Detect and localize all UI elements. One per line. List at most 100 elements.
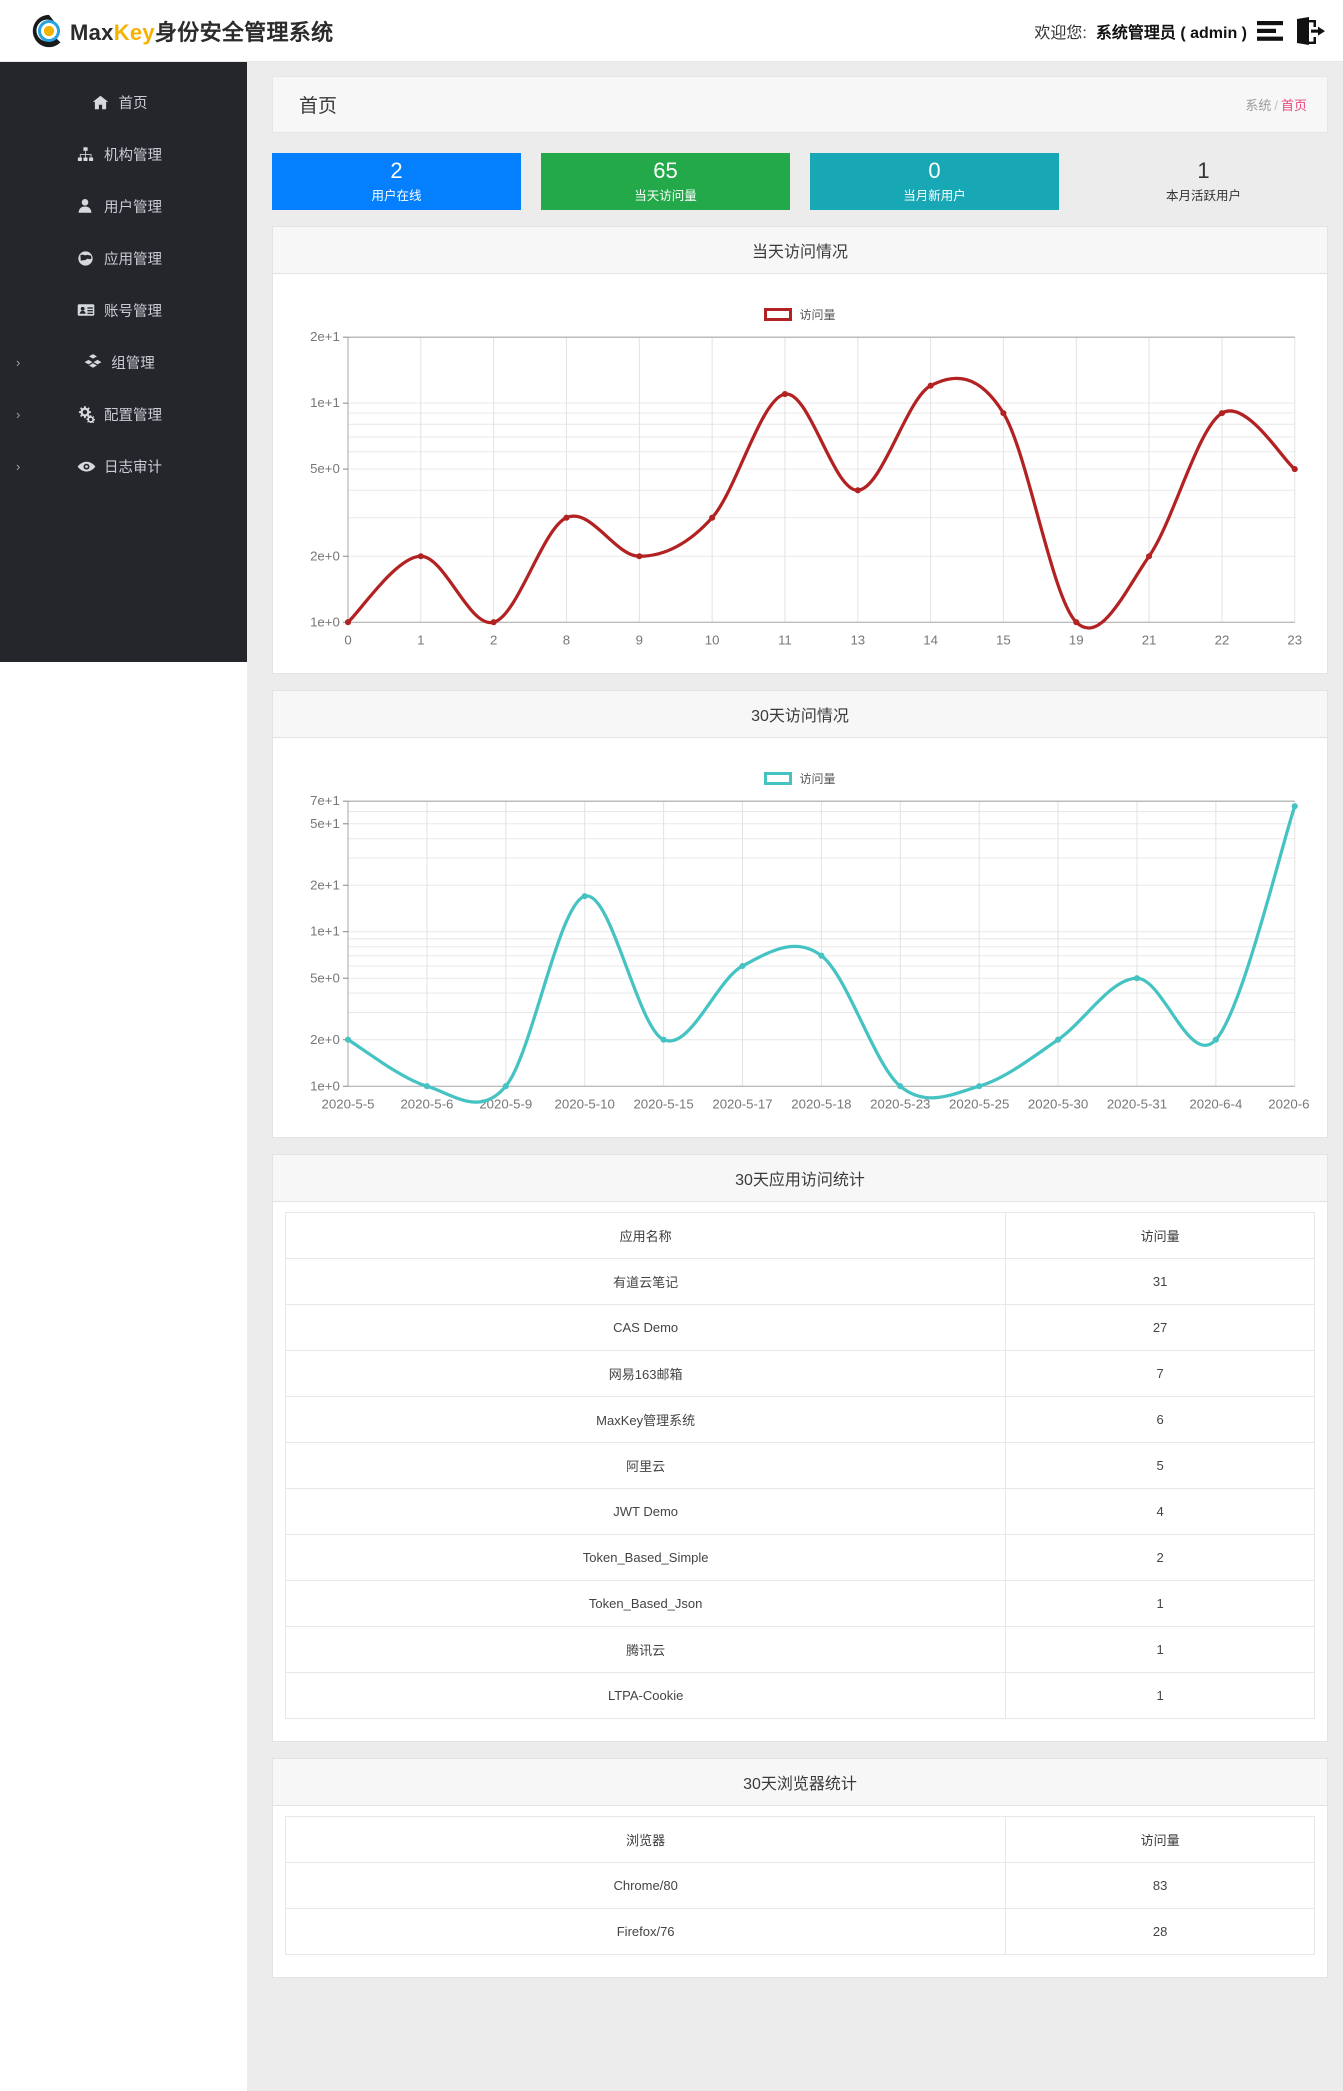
panel-browser-stats: 30天浏览器统计 浏览器 访问量 Chrome/80 83 Firefox/76 28 [272, 1757, 1328, 1978]
hamburger-menu-icon[interactable] [1256, 18, 1286, 44]
table-row: CAS Demo 27 [284, 1303, 1315, 1351]
sidebar-item-account[interactable]: 账号管理 [0, 284, 247, 336]
panel-title-daily-visits: 当天访问情况 [273, 227, 1327, 274]
current-user-name: 系统管理员 ( admin ) [1095, 24, 1247, 42]
chart-legend-monthly[interactable]: 访问量 [291, 770, 1309, 787]
chart-monthly-svg: 1e+0 2e+0 5e+0 1e+1 2e+1 5e+1 7e+1 2020-5-5 2020… [310, 793, 1309, 1112]
svg-text:2020-5-31: 2020-5-31 [1107, 1097, 1167, 1112]
chevron-right-icon-config[interactable]: › [16, 406, 21, 422]
sidebar-label-group: 组管理 [111, 355, 155, 372]
logout-icon[interactable] [1295, 16, 1325, 45]
brand-text-cn: 身份安全管理系统 [154, 19, 334, 45]
stat-card-value: 2 [390, 157, 403, 183]
brand-logo-area[interactable]: MaxKey身份安全管理系统 [30, 12, 333, 50]
globe-icon [77, 249, 96, 268]
sitemap-icon [77, 145, 96, 164]
svg-text:11: 11 [778, 633, 792, 648]
svg-text:22: 22 [1215, 633, 1230, 648]
stat-card-active-users[interactable]: 1 本月活跃用户 [1079, 153, 1328, 210]
table-cell: 31 [1005, 1257, 1315, 1305]
page-header: 首页 系统 / 首页 [272, 76, 1328, 133]
sidebar-item-org[interactable]: 机构管理 [0, 128, 247, 180]
panel-daily-visits: 当天访问情况 访问量 1e+0 2e+0 5e+0 1e+1 2e+1 0 1 2 8 9 10 11… [272, 226, 1328, 674]
svg-text:1e+1: 1e+1 [310, 395, 340, 410]
table-cell: CAS Demo [284, 1303, 1007, 1351]
header-right-area: 欢迎您: 系统管理员 ( admin ) [1034, 16, 1325, 45]
page-title: 首页 [299, 96, 338, 117]
panel-title-monthly-visits: 30天访问情况 [273, 690, 1327, 738]
chart-monthly-visits[interactable]: 1e+0 2e+0 5e+0 1e+1 2e+1 5e+1 7e+1 2020-5-5 2020… [291, 791, 1309, 1127]
stat-card-online-users[interactable]: 2 用户在线 [272, 153, 521, 210]
breadcrumb-root[interactable]: 系统 [1245, 98, 1272, 113]
svg-text:10: 10 [705, 633, 720, 648]
svg-text:2e+1: 2e+1 [310, 877, 340, 892]
table-cell: MaxKey管理系统 [284, 1395, 1007, 1443]
chart-daily-visits[interactable]: 1e+0 2e+0 5e+0 1e+1 2e+1 0 1 2 8 9 10 11 13 14 15 19 21 2… [291, 327, 1309, 663]
svg-text:1e+1: 1e+1 [310, 924, 340, 939]
svg-text:1e+0: 1e+0 [310, 614, 340, 629]
table-header-cell: 浏览器 [284, 1815, 1007, 1863]
sidebar-item-app[interactable]: 应用管理 [0, 232, 247, 284]
panel-app-stats: 30天应用访问统计 应用名称 访问量 有道云笔记 31 CAS Demo 27 网易163邮… [272, 1153, 1328, 1742]
stat-card-new-users[interactable]: 0 当月新用户 [810, 153, 1059, 210]
table-row: Firefox/76 28 [284, 1907, 1315, 1955]
panel-body-browser-stats: 浏览器 访问量 Chrome/80 83 Firefox/76 28 [273, 1805, 1327, 1977]
table-cell: JWT Demo [284, 1487, 1007, 1535]
sidebar-nav: 首页 机构管理 用户管理 [0, 62, 247, 662]
svg-text:2e+1: 2e+1 [310, 329, 340, 344]
panel-title-app-stats: 30天应用访问统计 [273, 1154, 1327, 1202]
svg-text:1e+0: 1e+0 [310, 1078, 340, 1093]
panel-body-app-stats: 应用名称 访问量 有道云笔记 31 CAS Demo 27 网易163邮箱 7 MaxKey管理… [273, 1201, 1327, 1741]
svg-text:2020-5-23: 2020-5-23 [870, 1097, 930, 1112]
content-footer-spacer [247, 1978, 1343, 2018]
breadcrumb-separator: / [1274, 98, 1278, 113]
svg-text:2e+0: 2e+0 [310, 548, 340, 563]
svg-text:19: 19 [1069, 633, 1084, 648]
sidebar-item-user[interactable]: 用户管理 [0, 180, 247, 232]
svg-text:5e+0: 5e+0 [310, 461, 340, 476]
svg-text:21: 21 [1142, 633, 1157, 648]
svg-text:2020-5-9: 2020-5-9 [479, 1097, 532, 1112]
sidebar-item-config[interactable]: › 配置管理 [0, 388, 247, 440]
table-cell: 腾讯云 [284, 1625, 1007, 1673]
stat-card-label: 当天访问量 [634, 189, 697, 204]
sidebar-label-app: 应用管理 [104, 251, 162, 268]
table-row: Chrome/80 83 [284, 1861, 1315, 1909]
svg-text:7e+1: 7e+1 [310, 793, 340, 808]
svg-text:14: 14 [923, 633, 938, 648]
svg-text:2e+0: 2e+0 [310, 1032, 340, 1047]
svg-text:2020-5-10: 2020-5-10 [555, 1097, 615, 1112]
table-cell: Firefox/76 [284, 1907, 1007, 1955]
chevron-right-icon-audit[interactable]: › [16, 458, 21, 474]
svg-text:2020-6-4: 2020-6-4 [1189, 1097, 1242, 1112]
brand-text-max: Max [70, 19, 114, 45]
table-row: Token_Based_Json 1 [284, 1579, 1315, 1627]
svg-text:2: 2 [490, 633, 497, 648]
top-header-bar: MaxKey身份安全管理系统 欢迎您: 系统管理员 ( admin ) [0, 0, 1343, 62]
sidebar-label-home: 首页 [118, 95, 148, 112]
legend-label-visits: 访问量 [799, 771, 836, 786]
chevron-right-icon-group[interactable]: › [16, 354, 21, 370]
sidebar-label-user: 用户管理 [104, 199, 162, 216]
table-row: LTPA-Cookie 1 [284, 1671, 1315, 1719]
table-header-cell: 应用名称 [284, 1211, 1007, 1259]
svg-text:1: 1 [417, 633, 424, 648]
stat-card-row: 2 用户在线 65 当天访问量 0 当月新用户 1 本月活跃用户 [272, 153, 1328, 210]
stat-card-label: 本月活跃用户 [1165, 189, 1241, 204]
panel-body-monthly-visits: 访问量 1e+0 2e+0 5e+0 1e+1 2e+1 5e+1 7e+1 2020-5-5… [273, 737, 1327, 1137]
table-row: Token_Based_Simple 2 [284, 1533, 1315, 1581]
table-cell: 7 [1005, 1349, 1315, 1397]
breadcrumb: 系统 / 首页 [1245, 95, 1307, 114]
table-row: MaxKey管理系统 6 [284, 1395, 1315, 1443]
sidebar-item-group[interactable]: › 组管理 [0, 336, 247, 388]
table-cell: 网易163邮箱 [284, 1349, 1007, 1397]
svg-text:15: 15 [996, 633, 1011, 648]
sidebar-item-audit[interactable]: › 日志审计 [0, 440, 247, 492]
sidebar-item-home[interactable]: 首页 [0, 76, 247, 128]
svg-text:2020-5-6: 2020-5-6 [400, 1097, 453, 1112]
chart-legend-daily[interactable]: 访问量 [291, 306, 1309, 323]
stat-card-today-visits[interactable]: 65 当天访问量 [541, 153, 790, 210]
table-row: 阿里云 5 [284, 1441, 1315, 1489]
sidebar-label-org: 机构管理 [104, 147, 162, 164]
table-cell: 28 [1005, 1907, 1315, 1955]
